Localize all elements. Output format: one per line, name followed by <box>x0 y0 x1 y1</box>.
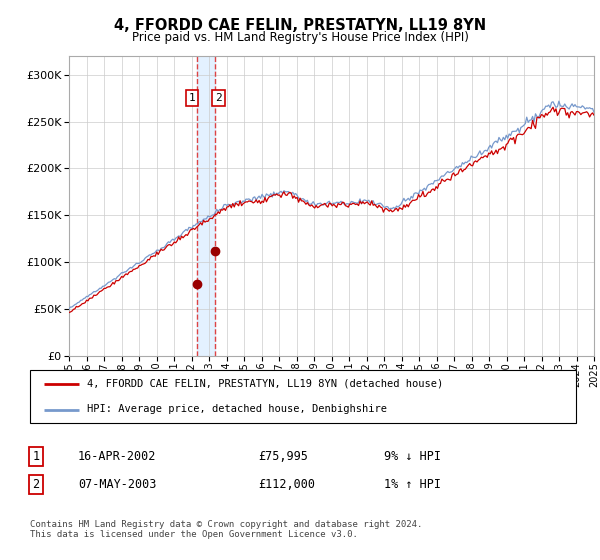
Text: 1: 1 <box>189 93 196 103</box>
Text: 16-APR-2002: 16-APR-2002 <box>78 450 157 463</box>
Text: 4, FFORDD CAE FELIN, PRESTATYN, LL19 8YN: 4, FFORDD CAE FELIN, PRESTATYN, LL19 8YN <box>114 18 486 33</box>
Text: 2: 2 <box>32 478 40 491</box>
Text: 4, FFORDD CAE FELIN, PRESTATYN, LL19 8YN (detached house): 4, FFORDD CAE FELIN, PRESTATYN, LL19 8YN… <box>88 379 443 389</box>
Text: 2: 2 <box>215 93 222 103</box>
Text: 1% ↑ HPI: 1% ↑ HPI <box>384 478 441 491</box>
Text: HPI: Average price, detached house, Denbighshire: HPI: Average price, detached house, Denb… <box>88 404 388 414</box>
Text: Price paid vs. HM Land Registry's House Price Index (HPI): Price paid vs. HM Land Registry's House … <box>131 31 469 44</box>
Bar <box>197 56 215 356</box>
Text: 07-MAY-2003: 07-MAY-2003 <box>78 478 157 491</box>
Text: £75,995: £75,995 <box>258 450 308 463</box>
Text: 9% ↓ HPI: 9% ↓ HPI <box>384 450 441 463</box>
FancyBboxPatch shape <box>30 370 576 423</box>
Text: Contains HM Land Registry data © Crown copyright and database right 2024.
This d: Contains HM Land Registry data © Crown c… <box>30 520 422 539</box>
Text: 1: 1 <box>32 450 40 463</box>
Text: £112,000: £112,000 <box>258 478 315 491</box>
